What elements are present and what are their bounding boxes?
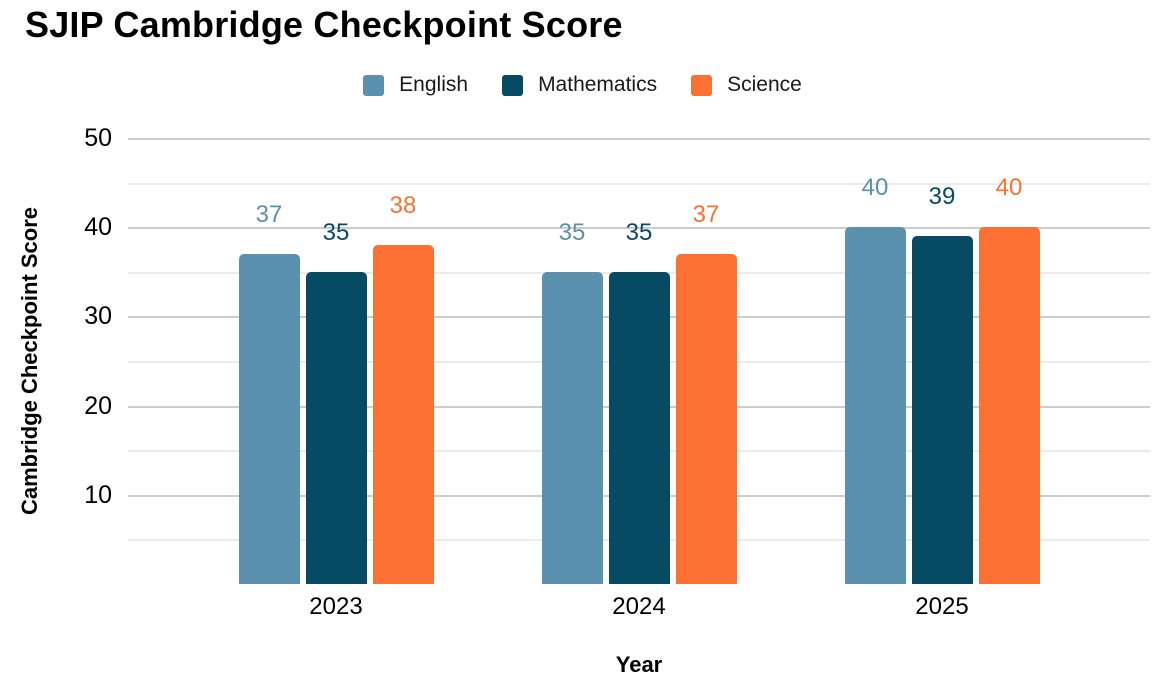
bar-mathematics-2025 [911, 236, 973, 584]
legend-label: English [399, 73, 469, 96]
x-axis-tick-label: 2024 [612, 593, 666, 620]
legend-swatch-science-icon [691, 74, 713, 96]
bar-mathematics-2023 [305, 271, 367, 584]
gridline-minor [128, 182, 1150, 185]
x-axis-tick-label: 2025 [915, 593, 969, 620]
gridline-major [128, 227, 1150, 230]
legend-label: Science [727, 73, 802, 96]
bar-value-label: 35 [558, 218, 586, 246]
bar-value-label: 35 [322, 218, 350, 246]
bar-value-label: 35 [625, 218, 653, 246]
y-axis-tick-label: 40 [84, 213, 112, 242]
bar-value-label: 39 [928, 183, 956, 211]
bar-english-2025 [844, 227, 906, 584]
bar-value-label: 38 [389, 192, 417, 219]
y-axis-tick-label: 50 [84, 124, 112, 152]
bar-science-2023 [372, 245, 434, 584]
plot-area: 37 35 38 35 35 37 40 39 40 [128, 138, 1150, 584]
y-axis-tick-label: 20 [84, 391, 112, 420]
bar-value-label: 40 [995, 174, 1023, 202]
x-axis-title: Year [615, 652, 663, 677]
legend-item-english: English [363, 73, 468, 97]
legend: English Mathematics Science [0, 71, 1165, 99]
legend-item-mathematics: Mathematics [502, 73, 657, 97]
legend-swatch-mathematics-icon [502, 74, 524, 96]
y-axis-tick-label: 10 [84, 480, 112, 509]
bar-mathematics-2024 [608, 271, 670, 584]
y-axis-tick-label: 30 [84, 302, 112, 331]
chart-title: SJIP Cambridge Checkpoint Score [25, 4, 623, 45]
legend-label: Mathematics [538, 73, 658, 96]
legend-item-science: Science [691, 73, 802, 97]
gridline-major [128, 138, 1150, 140]
bar-science-2024 [675, 254, 737, 584]
y-axis-title: Cambridge Checkpoint Score [17, 206, 42, 516]
x-axis-tick-label: 2023 [309, 593, 363, 620]
bar-science-2025 [978, 227, 1040, 584]
bar-english-2023 [238, 254, 300, 584]
legend-swatch-english-icon [363, 74, 385, 96]
bar-value-label: 40 [861, 174, 889, 202]
bar-value-label: 37 [255, 201, 283, 228]
bar-value-label: 37 [692, 201, 720, 228]
bar-english-2024 [541, 271, 603, 584]
